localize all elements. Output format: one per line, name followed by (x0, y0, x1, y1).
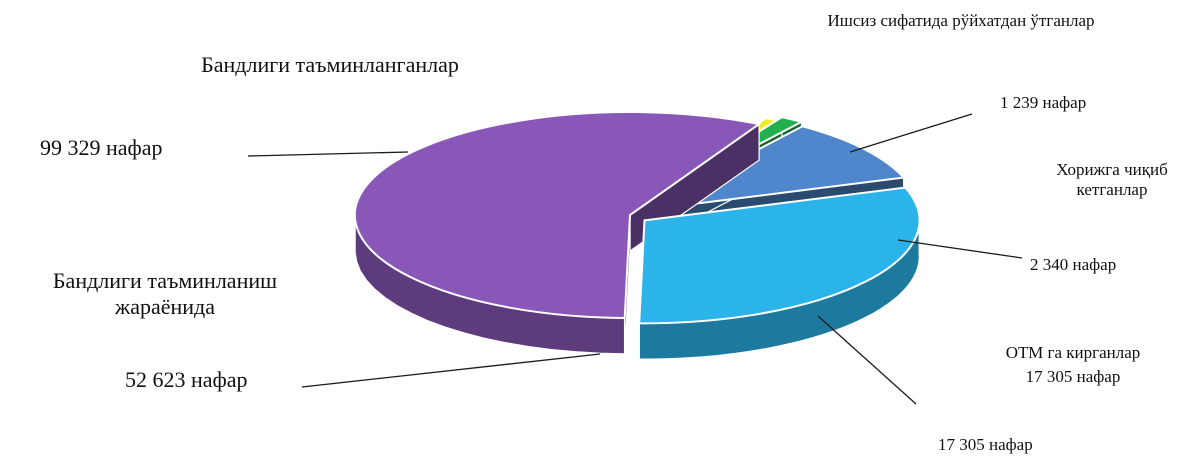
label-in-process-name: Бандлиги таъминланиш жараёнида (52, 268, 278, 320)
label-in-process-value: 52 623 нафар (125, 367, 248, 392)
label-unemployed-value: 1 239 нафар (1000, 93, 1087, 112)
label-employed-value: 99 329 нафар (40, 135, 163, 160)
label-university-name: ОТМ га кирганлар (1005, 343, 1141, 362)
pie-slice-top-in_process (638, 186, 921, 325)
label-abroad-name: Хорижга чиқиб кетганлар (1056, 160, 1168, 200)
label-employed-name: Бандлиги таъминланганлар (201, 52, 459, 77)
label-abroad-value: 2 340 нафар (1030, 255, 1117, 274)
leader-line-unemployed (849, 113, 973, 153)
label-university-value: 17 305 нафар (938, 435, 1033, 454)
leader-lines-layer (247, 113, 1023, 405)
leader-line-abroad (897, 239, 1023, 259)
leader-line-in_process (301, 353, 601, 388)
slices-layer (353, 111, 921, 361)
label-university-value-inline: 17 305 нафар (1025, 367, 1121, 386)
leader-line-employed (247, 151, 409, 157)
pie-slice-top-employed (353, 111, 762, 320)
label-unemployed-name: Ишсиз сифатида рўйхатдан ўтганлар (827, 11, 1095, 30)
leader-line-university (817, 315, 917, 405)
pie-slice-in_process (638, 186, 921, 361)
